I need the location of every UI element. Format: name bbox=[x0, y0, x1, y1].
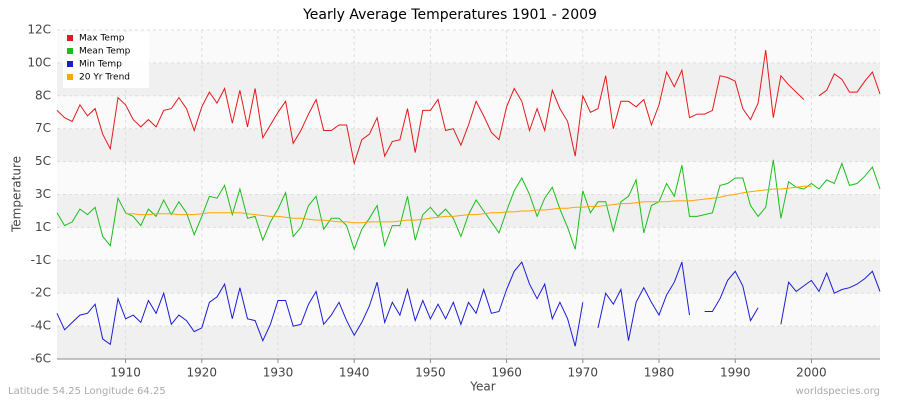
y-tick-label: -4C bbox=[31, 319, 51, 333]
legend-swatch bbox=[67, 48, 73, 54]
y-tick-label: 8C bbox=[35, 88, 51, 102]
grid-band bbox=[57, 326, 880, 359]
grid-band bbox=[57, 62, 880, 96]
x-tick-label: 1970 bbox=[568, 366, 599, 380]
legend-label: Mean Temp bbox=[79, 47, 131, 57]
x-tick-label: 1950 bbox=[415, 366, 446, 380]
y-tick-label: -2C bbox=[31, 286, 51, 300]
y-tick-label: -1C bbox=[31, 253, 51, 267]
footer-right: worldspecies.org bbox=[796, 386, 880, 397]
grid-band bbox=[57, 128, 880, 162]
grid-band bbox=[57, 194, 880, 228]
y-tick-label: 12C bbox=[27, 23, 51, 37]
x-tick-label: 1930 bbox=[263, 366, 294, 380]
x-tick-label: 1980 bbox=[644, 366, 675, 380]
legend-box bbox=[63, 32, 149, 88]
legend-label: Min Temp bbox=[79, 60, 122, 70]
y-tick-label: 1C bbox=[35, 220, 51, 234]
series-line bbox=[56, 261, 881, 347]
legend-swatch bbox=[67, 74, 73, 80]
legend-swatch bbox=[67, 35, 73, 41]
y-tick-label: 5C bbox=[35, 154, 51, 168]
chart-title: Yearly Average Temperatures 1901 - 2009 bbox=[302, 7, 597, 23]
x-tick-label: 1940 bbox=[339, 366, 370, 380]
x-tick-label: 1960 bbox=[491, 366, 522, 380]
series-line bbox=[56, 50, 881, 166]
x-tick-label: 1920 bbox=[187, 366, 218, 380]
x-tick-label: 1990 bbox=[720, 366, 751, 380]
grid-band bbox=[57, 260, 880, 294]
legend-label: Max Temp bbox=[79, 34, 125, 44]
y-tick-label: -6C bbox=[31, 352, 51, 366]
legend-label: 20 Yr Trend bbox=[79, 73, 130, 83]
y-tick-label: 7C bbox=[35, 121, 51, 135]
y-tick-label: 10C bbox=[27, 55, 51, 69]
x-tick-label: 2000 bbox=[796, 366, 827, 380]
legend-swatch bbox=[67, 61, 73, 67]
series-line bbox=[125, 185, 812, 224]
y-axis-label: Temperature bbox=[10, 156, 24, 233]
footer-left: Latitude 54.25 Longitude 64.25 bbox=[8, 386, 166, 397]
y-tick-label: 3C bbox=[35, 187, 51, 201]
x-axis-label: Year bbox=[469, 380, 495, 394]
x-tick-label: 1910 bbox=[110, 366, 141, 380]
